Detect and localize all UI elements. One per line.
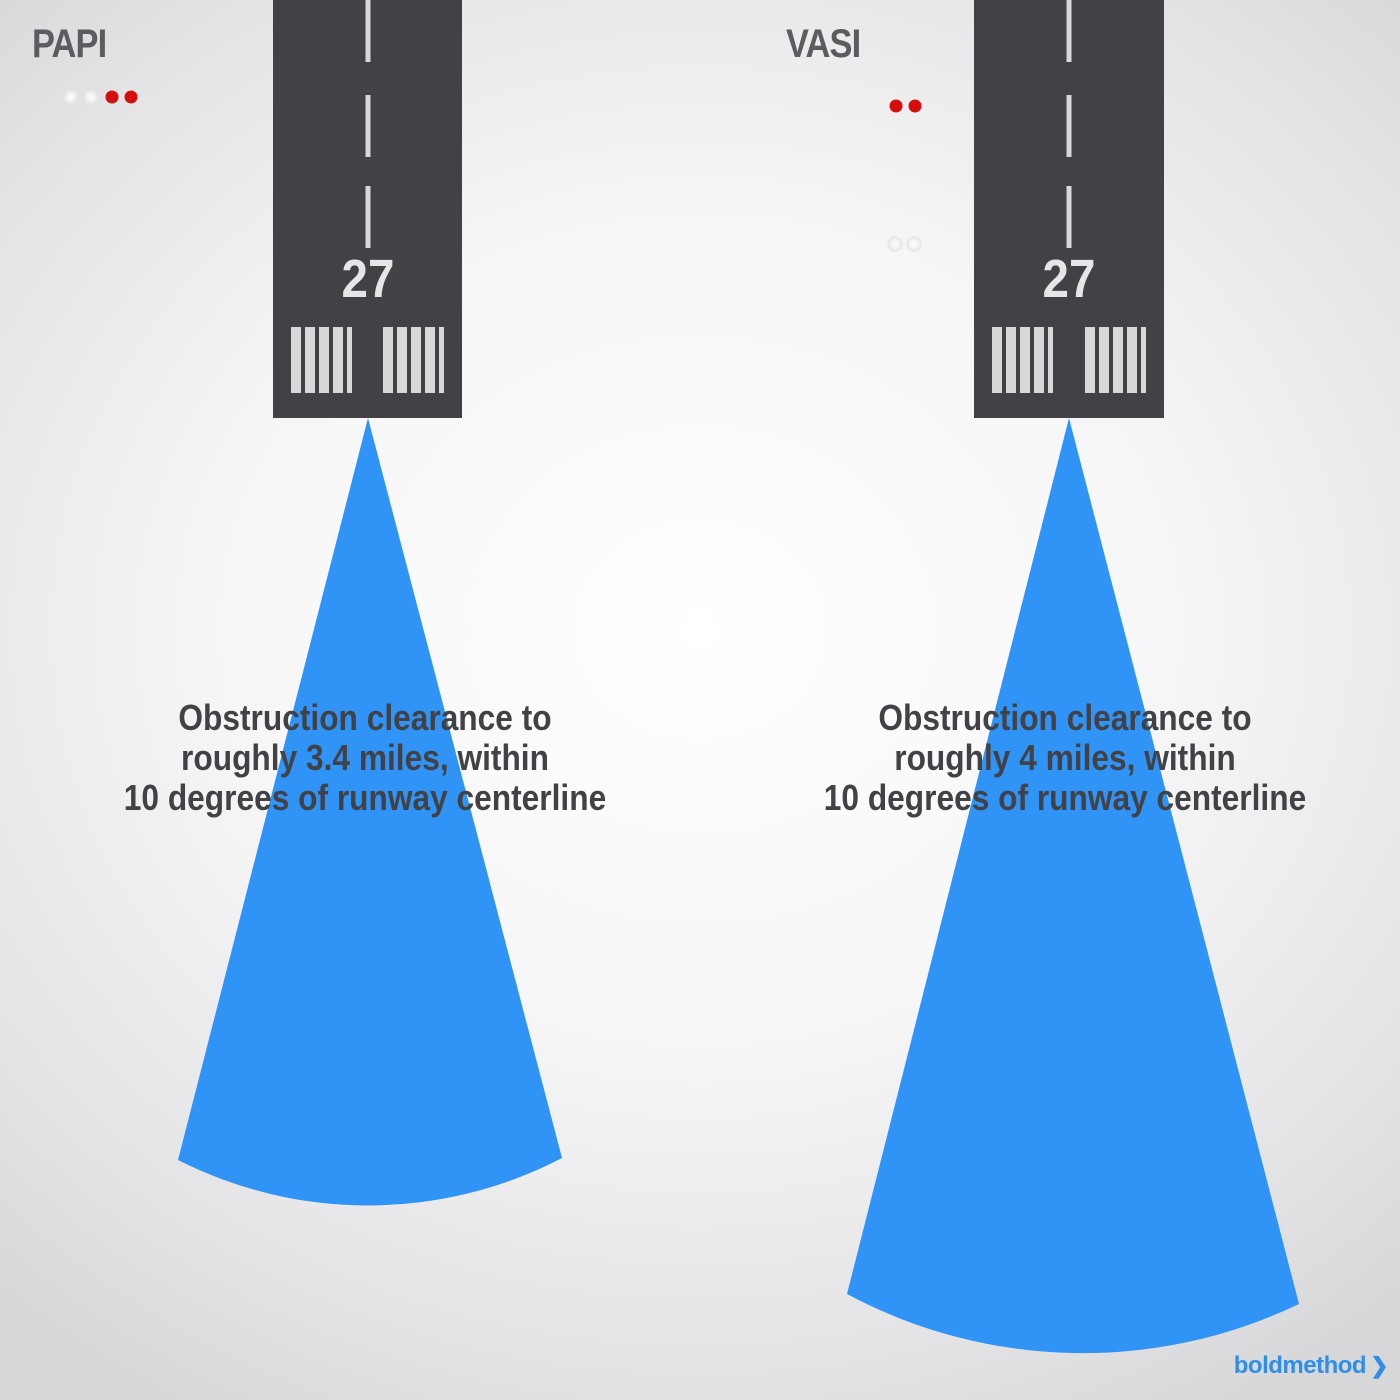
papi-caption: Obstruction clearance to roughly 3.4 mil… (83, 698, 646, 818)
papi-title: PAPI (32, 22, 107, 66)
papi-light-white (84, 90, 98, 104)
papi-threshold-bar (425, 327, 435, 393)
vasi-caption-line: roughly 4 miles, within (894, 737, 1236, 778)
papi-threshold-bar (319, 327, 329, 393)
vasi-threshold-bar (1113, 327, 1123, 393)
papi-clearance-sector (178, 418, 562, 1206)
papi-light-bar (64, 90, 138, 104)
papi-threshold-bar (347, 327, 352, 393)
papi-caption-line: 10 degrees of runway centerline (123, 777, 607, 818)
vasi-threshold-bar (1006, 327, 1016, 393)
vasi-threshold-bar (1141, 327, 1146, 393)
brand-logo[interactable]: boldmethod ❯ (1233, 1352, 1389, 1380)
papi-threshold-bar (439, 327, 444, 393)
papi-threshold-bar (383, 327, 393, 393)
vasi-near-light-bar (887, 236, 922, 252)
papi-threshold-bar (397, 327, 407, 393)
vasi-threshold-bar (1048, 327, 1053, 393)
papi-threshold-bar (333, 327, 343, 393)
vasi-light-white (906, 236, 922, 252)
papi-threshold-bar (411, 327, 421, 393)
papi-caption-line: roughly 3.4 miles, within (181, 737, 549, 778)
vasi-threshold-bar (1034, 327, 1044, 393)
vasi-title: VASI (786, 22, 861, 66)
vasi-light-red (889, 99, 903, 113)
vasi-runway-number: 27 (1042, 249, 1096, 309)
vasi-threshold-bar (1099, 327, 1109, 393)
vasi-centerline-stripe (1066, 0, 1072, 62)
brand-name: boldmethod (1233, 1352, 1367, 1379)
papi-caption-line: Obstruction clearance to (178, 697, 552, 738)
vasi-runway (974, 0, 1164, 418)
papi-light-red (124, 90, 138, 104)
papi-centerline-stripe (365, 95, 371, 157)
vasi-caption-line: 10 degrees of runway centerline (823, 777, 1307, 818)
papi-threshold-bar (291, 327, 301, 393)
vasi-threshold-bar (992, 327, 1002, 393)
vasi-caption: Obstruction clearance to roughly 4 miles… (783, 698, 1346, 818)
vasi-centerline-stripe (1066, 186, 1072, 248)
vasi-panel (847, 0, 1299, 1354)
papi-light-white (64, 90, 78, 104)
papi-light-red (105, 90, 119, 104)
vasi-threshold-bar (1020, 327, 1030, 393)
vasi-caption-line: Obstruction clearance to (878, 697, 1252, 738)
vasi-centerline-stripe (1066, 95, 1072, 157)
papi-runway (273, 0, 462, 418)
vasi-threshold-bar (1085, 327, 1095, 393)
vasi-light-white (887, 236, 903, 252)
vasi-light-red (908, 99, 922, 113)
papi-runway-number: 27 (341, 249, 395, 309)
papi-panel (64, 0, 562, 1206)
vasi-far-light-bar (889, 99, 922, 113)
papi-centerline-stripe (365, 186, 371, 248)
papi-centerline-stripe (365, 0, 371, 62)
chevron-right-icon: ❯ (1370, 1353, 1388, 1378)
vasi-threshold-bar (1127, 327, 1137, 393)
vasi-clearance-sector (847, 418, 1299, 1354)
papi-threshold-bar (305, 327, 315, 393)
